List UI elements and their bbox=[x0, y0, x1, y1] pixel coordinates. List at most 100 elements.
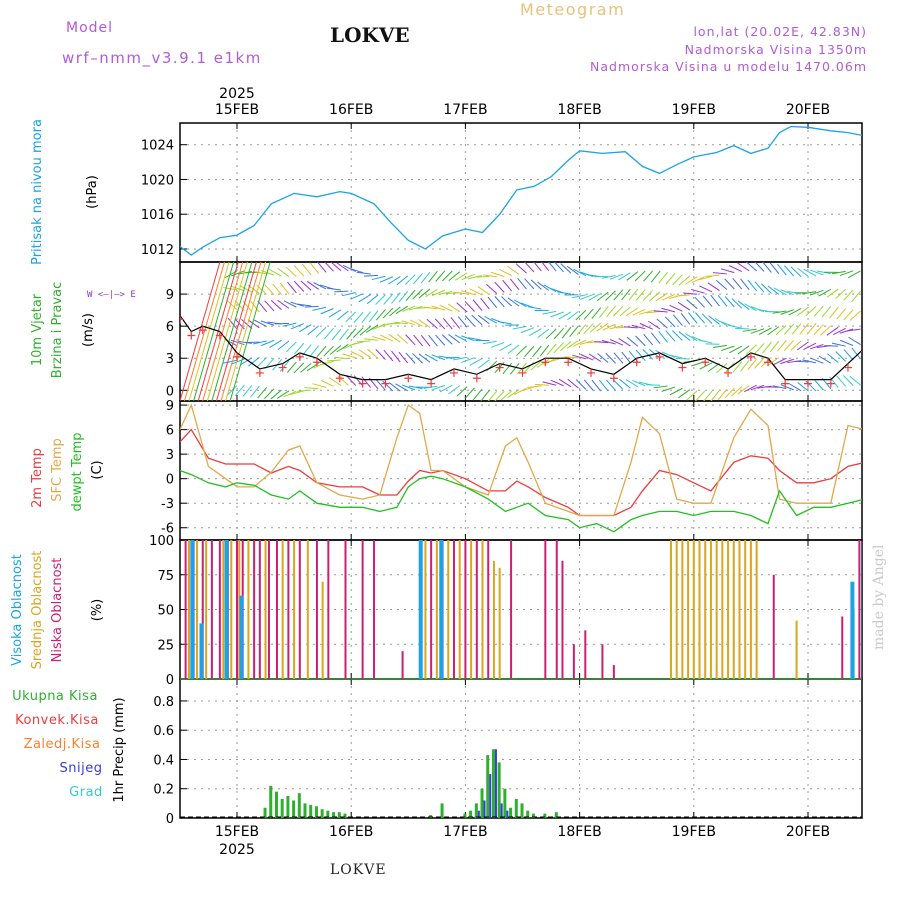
wind-vector bbox=[418, 288, 431, 299]
wind-unit: (m/s) bbox=[81, 313, 96, 347]
wind-vector bbox=[656, 318, 668, 329]
y-tick-label: 50 bbox=[157, 604, 174, 619]
wind-gust-mark bbox=[495, 363, 504, 372]
wind-vector bbox=[234, 318, 245, 330]
wind-vector bbox=[323, 328, 334, 340]
wind-vector bbox=[438, 290, 453, 296]
mid-cloud-bar bbox=[738, 540, 741, 679]
wind-vector bbox=[773, 357, 787, 366]
wind-vector bbox=[439, 384, 453, 393]
wind-vector bbox=[717, 295, 728, 307]
wind-vector bbox=[401, 384, 416, 391]
pressure-frame bbox=[179, 122, 863, 263]
wind-vector bbox=[424, 353, 438, 362]
precip-total-bar bbox=[491, 749, 495, 818]
year-label-top: 2025 bbox=[219, 86, 255, 102]
wind-vector bbox=[342, 353, 356, 359]
wind-vector bbox=[573, 339, 587, 347]
wind-vector bbox=[740, 359, 750, 372]
wind-vector bbox=[747, 358, 757, 371]
mid-cloud-bar bbox=[795, 620, 798, 679]
date-label-bottom: 15FEB bbox=[215, 824, 259, 840]
precip-total-bar bbox=[303, 803, 307, 818]
date-label-top: 18FEB bbox=[557, 102, 601, 118]
wind-vector bbox=[379, 276, 394, 283]
wind-vector bbox=[729, 345, 742, 354]
wind-vector bbox=[269, 339, 282, 348]
wind-vector bbox=[591, 379, 602, 392]
wind-gust-mark bbox=[518, 368, 527, 377]
wind-vector bbox=[803, 342, 817, 351]
coordinates: lon,lat (20.02E, 42.83N) bbox=[693, 24, 867, 39]
wind-vector bbox=[790, 266, 802, 278]
precip-total-bar bbox=[343, 813, 347, 818]
mid-cloud-bar bbox=[755, 540, 758, 679]
wind-vector bbox=[619, 306, 631, 317]
wind-vector bbox=[788, 383, 802, 392]
wind-vector bbox=[618, 338, 631, 347]
precip-total-bar bbox=[520, 803, 524, 818]
model-elevation: Nadmorska Visina u modelu 1470.06m bbox=[590, 59, 867, 74]
mid-cloud-bar bbox=[681, 540, 684, 679]
wind-vector bbox=[744, 303, 757, 312]
dewpt-line bbox=[180, 469, 862, 533]
wind-vector bbox=[767, 326, 780, 336]
low-cloud-bar bbox=[201, 540, 204, 679]
wind-vector bbox=[457, 316, 468, 328]
wind-vector bbox=[382, 307, 394, 319]
low-cloud-bar bbox=[430, 540, 433, 679]
mid-cloud-bar bbox=[744, 540, 747, 679]
wind-vector bbox=[642, 349, 654, 360]
wind-gust-mark bbox=[180, 315, 184, 324]
wind-vector bbox=[678, 275, 691, 286]
y-tick-label: 9 bbox=[166, 288, 174, 303]
wind-vector bbox=[716, 362, 728, 374]
wind-vector bbox=[260, 320, 275, 326]
low-cloud-bar bbox=[373, 540, 376, 679]
wind-vector bbox=[583, 379, 594, 391]
wind-vector bbox=[365, 324, 379, 333]
wind-vector bbox=[665, 330, 676, 342]
wind-vector bbox=[665, 273, 676, 285]
wind-vector bbox=[336, 262, 349, 272]
wind-vector bbox=[454, 272, 468, 281]
wind-vector bbox=[490, 271, 505, 277]
wind-vector bbox=[500, 390, 512, 401]
wind-vector bbox=[783, 323, 795, 335]
wind-vector bbox=[818, 288, 832, 297]
wind-vector bbox=[686, 390, 698, 401]
wind-vector bbox=[405, 334, 416, 346]
date-label-bottom: 19FEB bbox=[672, 824, 716, 840]
precip-total-bar bbox=[320, 809, 324, 818]
wind-vector bbox=[680, 313, 691, 325]
wind-vector bbox=[720, 345, 735, 352]
y-tick-label: 0 bbox=[166, 812, 174, 827]
wind-vector bbox=[326, 287, 341, 291]
wind-vector bbox=[601, 340, 616, 345]
wind-vector bbox=[797, 306, 809, 316]
wind-vector bbox=[661, 307, 676, 313]
wind-vector bbox=[835, 288, 847, 300]
cloud-panel: 0 25 50 75 100 bbox=[149, 534, 863, 688]
wind-vector bbox=[848, 336, 861, 345]
precip-legend-item: Konvek.Kisa bbox=[15, 713, 99, 728]
mid-cloud-bar bbox=[715, 540, 718, 679]
wind-vector bbox=[382, 380, 394, 392]
wind-vector bbox=[553, 342, 564, 354]
low-cloud-bar bbox=[772, 574, 775, 679]
wind-vector bbox=[843, 289, 854, 301]
cloud-unit: (%) bbox=[90, 599, 105, 622]
wind-gust-mark bbox=[701, 358, 710, 367]
wind-vector bbox=[750, 306, 765, 313]
wind-vector bbox=[634, 270, 646, 282]
wind-vector bbox=[386, 322, 401, 325]
wind-vector bbox=[418, 319, 431, 328]
wind-vector bbox=[539, 344, 550, 357]
precip-total-bar bbox=[292, 800, 296, 818]
wind-vector bbox=[469, 358, 483, 366]
precip-total-bar bbox=[440, 803, 444, 818]
wind-vector bbox=[534, 383, 549, 386]
wind-vector bbox=[705, 274, 720, 277]
wind-speed-line bbox=[180, 315, 862, 381]
precip-total-bar bbox=[332, 812, 336, 818]
